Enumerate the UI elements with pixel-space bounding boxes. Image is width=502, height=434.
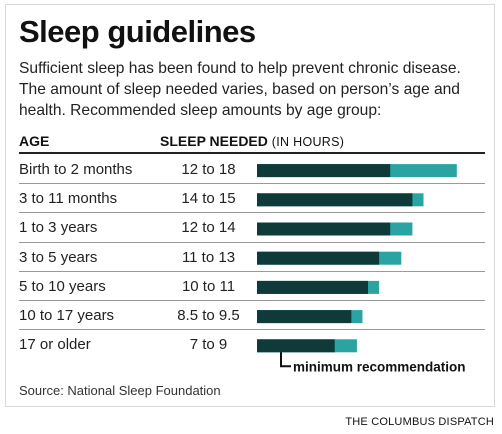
graphic-frame xyxy=(5,4,495,407)
row-divider xyxy=(19,241,485,243)
age-label: 17 or older xyxy=(19,336,91,354)
sleep-column-header: SLEEP NEEDED (IN HOURS) xyxy=(160,133,344,149)
age-label: 10 to 17 years xyxy=(19,307,115,324)
source-note: Source: National Sleep Foundation xyxy=(19,383,221,398)
hours-label: 7 to 9 xyxy=(189,336,228,354)
hours-label: 10 to 11 xyxy=(181,277,236,295)
minimum-bar xyxy=(257,339,335,353)
minimum-bar xyxy=(257,251,380,265)
minimum-bar xyxy=(257,310,352,324)
row-divider xyxy=(19,329,485,331)
minimum-bar xyxy=(257,222,391,236)
age-label: 1 to 3 years xyxy=(19,219,98,237)
age-label: 5 to 10 years xyxy=(19,277,106,295)
age-column-header: AGE xyxy=(19,133,50,149)
age-label: Birth to 2 months xyxy=(19,161,133,178)
row-divider xyxy=(19,300,485,301)
header-rule xyxy=(19,152,485,154)
minimum-bar xyxy=(257,164,391,178)
age-label: 3 to 5 years xyxy=(19,248,98,266)
row-divider xyxy=(19,270,485,272)
row-divider xyxy=(19,212,485,214)
minimum-bar xyxy=(257,280,368,294)
hours-label: 12 to 14 xyxy=(181,219,236,237)
row-divider xyxy=(19,183,485,185)
hours-label: 12 to 18 xyxy=(181,161,236,178)
publisher-credit: THE COLUMBUS DISPATCH xyxy=(345,416,494,428)
minimum-bar xyxy=(257,193,413,207)
sleep-header-label: SLEEP NEEDED xyxy=(160,133,268,149)
annotation-label: minimum recommendation xyxy=(293,359,466,374)
hours-label: 8.5 to 9.5 xyxy=(177,307,240,324)
hours-label: 11 to 13 xyxy=(181,248,236,266)
sleep-header-unit: (IN HOURS) xyxy=(271,135,345,149)
hours-label: 14 to 15 xyxy=(181,190,236,208)
age-label: 3 to 11 months xyxy=(19,190,118,208)
annotation-bracket xyxy=(280,352,291,368)
chart-title: Sleep guidelines xyxy=(19,14,256,49)
chart-subtitle: Sufficient sleep has been found to help … xyxy=(19,60,461,119)
